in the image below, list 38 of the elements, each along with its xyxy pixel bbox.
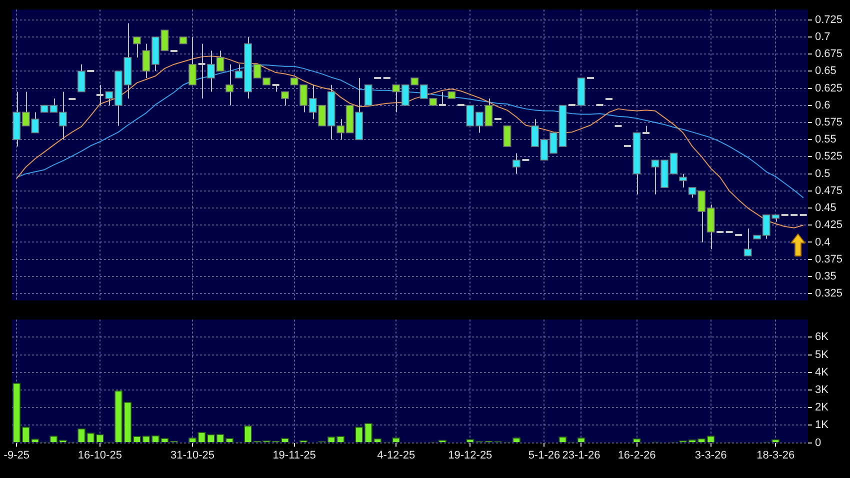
y-tick-label: 0.6 — [815, 99, 830, 112]
y-tick-label: 0.425 — [815, 219, 843, 232]
x-tick-label: -9-25 — [4, 449, 30, 462]
y-tick-label: 0.7 — [815, 31, 830, 43]
x-tick-label: 18-3-26 — [756, 449, 795, 462]
y-tick-label: 0 — [815, 436, 822, 449]
x-tick-label: 3-3-26 — [694, 449, 727, 462]
candlestick — [438, 91, 446, 106]
y-tick-label: 0.475 — [815, 184, 843, 197]
y-tick-label: 0.55 — [815, 134, 836, 146]
y-tick-label: 0.625 — [815, 82, 843, 94]
x-tick-label: 16-2-26 — [618, 449, 656, 462]
y-tick-label: 2K — [815, 402, 830, 414]
y-tick-label: 0.675 — [815, 48, 843, 60]
y-tick-label: 1K — [815, 419, 830, 432]
y-tick-label: 0.725 — [815, 14, 843, 26]
x-tick-label: 16-10-25 — [78, 449, 122, 462]
y-tick-label: 6K — [815, 331, 830, 344]
x-tick-label: 19-11-25 — [272, 449, 316, 462]
y-tick-label: 0.575 — [815, 116, 843, 129]
x-tick-label: 19-12-25 — [448, 449, 492, 462]
y-tick-label: 0.4 — [815, 236, 830, 248]
y-tick-label: 0.325 — [815, 288, 843, 300]
candlestick — [198, 43, 206, 100]
y-tick-label: 0.375 — [815, 253, 843, 266]
y-tick-label: 0.45 — [815, 202, 836, 214]
y-tick-label: 0.35 — [815, 270, 836, 282]
x-tick-label: 5-1-26 — [528, 449, 560, 462]
y-tick-label: 0.65 — [815, 65, 836, 78]
x-tick-label: 31-10-25 — [170, 449, 215, 462]
y-tick-label: 3K — [815, 384, 830, 396]
y-tick-label: 5K — [815, 348, 830, 361]
x-tick-label: 23-1-26 — [562, 449, 600, 462]
candlestick — [96, 84, 104, 106]
y-tick-label: 0.5 — [815, 168, 830, 180]
y-tick-label: 4K — [815, 366, 830, 378]
x-tick-label: 4-12-25 — [377, 449, 416, 462]
y-tick-label: 0.525 — [815, 150, 843, 163]
